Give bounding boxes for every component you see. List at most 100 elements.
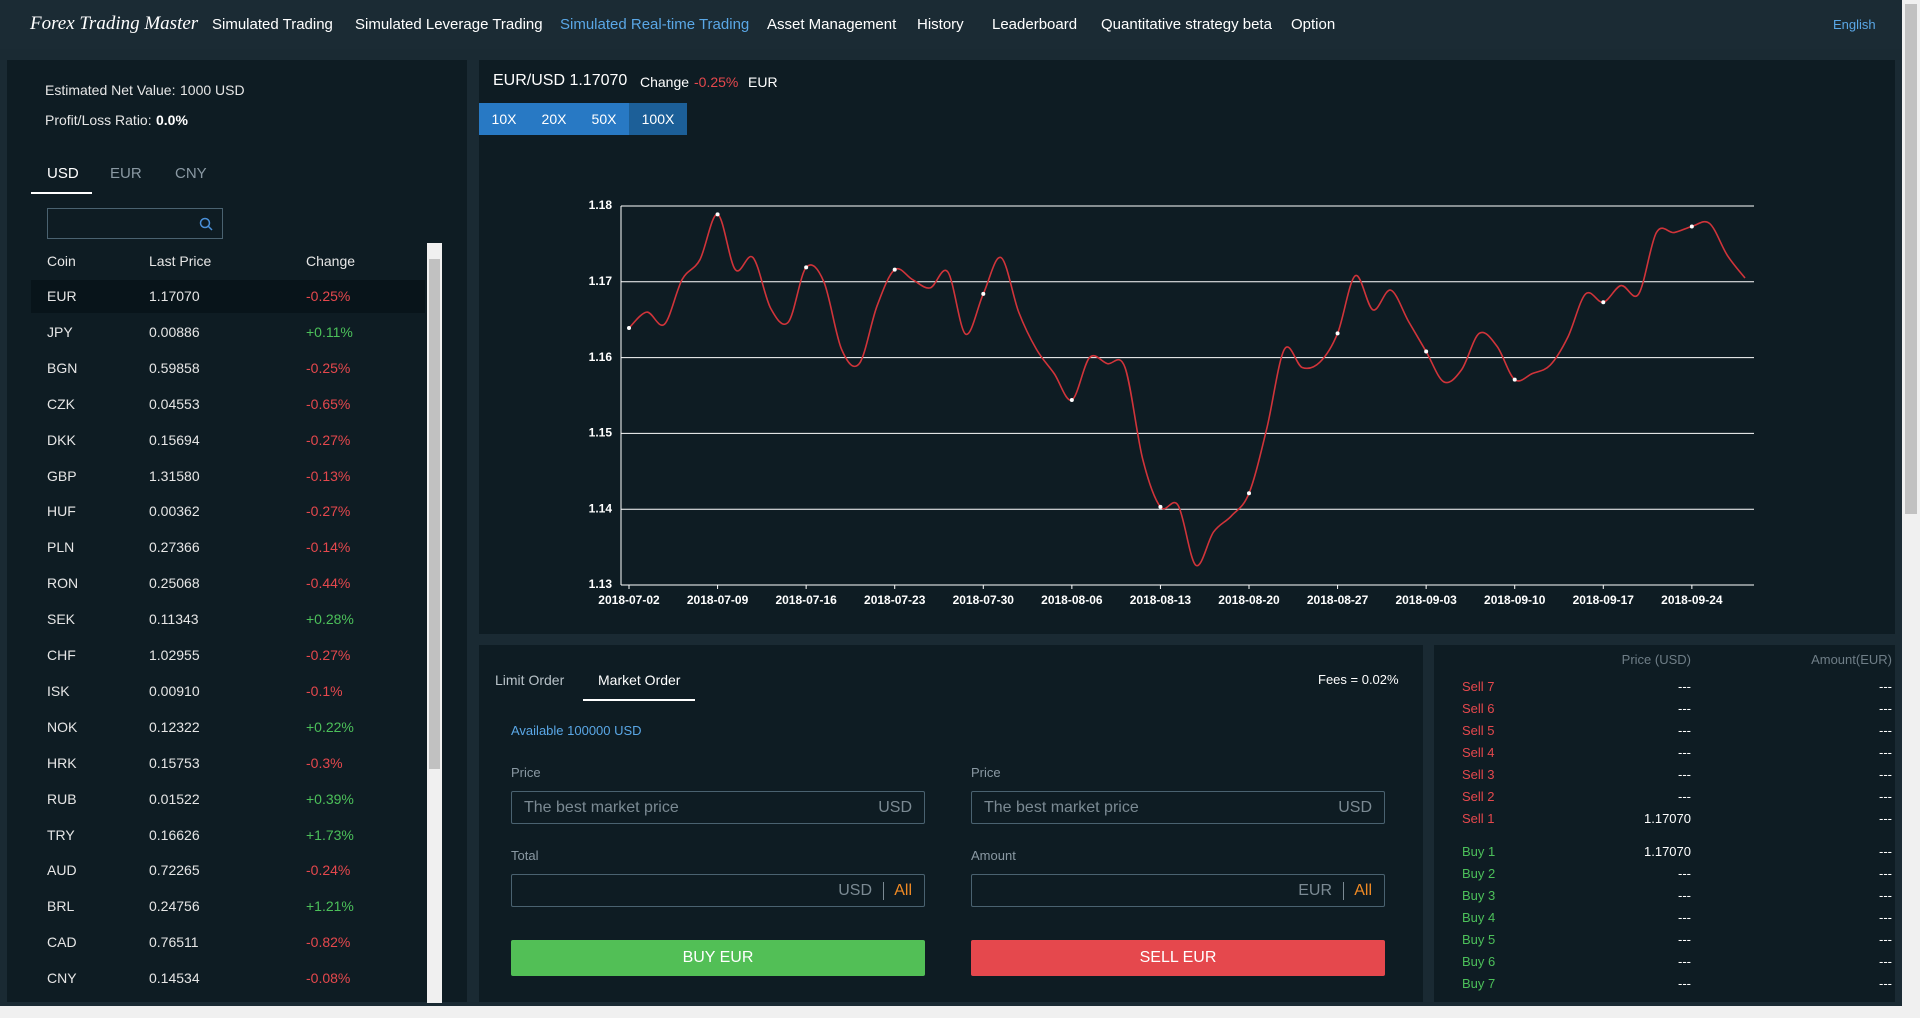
x-tick-label: 2018-08-06 — [1041, 593, 1103, 607]
book-price: --- — [1678, 745, 1691, 760]
scroll-thumb[interactable] — [1905, 4, 1917, 514]
field-label: Price — [971, 765, 1001, 780]
x-tick-label: 2018-07-30 — [953, 593, 1015, 607]
table-cell: +0.28% — [306, 611, 354, 628]
book-amount: --- — [1879, 679, 1892, 694]
unit: EUR — [1298, 882, 1332, 899]
table-cell: 0.59858 — [149, 359, 200, 376]
table-cell: HRK — [47, 754, 77, 771]
chart-title: EUR/USD 1.17070 — [493, 72, 628, 89]
nav-item[interactable]: Simulated Trading — [212, 16, 333, 33]
leverage-button[interactable]: 100X — [629, 103, 687, 135]
x-tick-label: 2018-07-23 — [864, 593, 926, 607]
book-amount: --- — [1879, 910, 1892, 925]
book-amount: --- — [1879, 866, 1892, 881]
order-tab-underline — [583, 699, 695, 701]
table-cell: AUD — [47, 862, 77, 879]
nav-item[interactable]: Simulated Real-time Trading — [560, 16, 750, 33]
point — [804, 265, 809, 270]
list-scroll-thumb[interactable] — [429, 259, 440, 769]
leverage-button[interactable]: 10X — [479, 103, 529, 135]
book-amount: --- — [1879, 745, 1892, 760]
nav-item[interactable]: Asset Management — [767, 16, 897, 33]
y-tick-label: 1.14 — [589, 501, 613, 515]
nav-item[interactable]: Option — [1291, 16, 1336, 33]
field-label: Total — [511, 848, 539, 863]
book-price: --- — [1678, 910, 1691, 925]
nav-item[interactable]: Quantitative strategy beta — [1101, 16, 1272, 33]
book-amount: --- — [1879, 932, 1892, 947]
book-price: --- — [1678, 866, 1691, 881]
currency-tab[interactable]: EUR — [110, 165, 142, 182]
trade-button[interactable]: BUY EUR — [511, 940, 925, 976]
book-amount: --- — [1879, 976, 1892, 991]
available: Available 100000 USD — [511, 723, 642, 738]
book-price: --- — [1678, 888, 1691, 903]
unit: USD — [1338, 799, 1372, 816]
book-price: --- — [1678, 932, 1691, 947]
x-tick-label: 2018-07-02 — [598, 593, 660, 607]
nav-item[interactable]: Leaderboard — [992, 16, 1078, 33]
table-cell: -0.25% — [306, 359, 351, 376]
language[interactable]: English — [1833, 17, 1876, 32]
x-tick-label: 2018-09-24 — [1661, 593, 1723, 607]
leverage-button[interactable]: 50X — [579, 103, 629, 135]
book-side: Sell 7 — [1462, 679, 1495, 694]
y-tick-label: 1.15 — [589, 426, 613, 440]
book-amount: --- — [1879, 888, 1892, 903]
input[interactable]: All USD — [511, 874, 925, 907]
nav-item[interactable]: Simulated Leverage Trading — [355, 16, 543, 33]
separator — [1343, 882, 1344, 900]
unit: USD — [878, 799, 912, 816]
chart: 1.13 1.14 1.15 1.16 1.17 1.18 2018-07-02 2018-0… — [589, 198, 1754, 607]
table-cell: +0.11% — [306, 323, 353, 340]
table-cell: -0.82% — [306, 934, 351, 951]
table-cell: SEK — [47, 611, 76, 628]
table-cell: +1.73% — [306, 826, 354, 843]
change-label: Change — [640, 74, 690, 90]
nav-item[interactable]: History — [917, 16, 964, 33]
row-highlight — [31, 280, 425, 313]
x-tick-label: 2018-07-09 — [687, 593, 749, 607]
search-box[interactable] — [47, 208, 223, 239]
point — [1512, 377, 1517, 382]
table-cell: RUB — [47, 790, 77, 807]
trade-button[interactable]: SELL EUR — [971, 940, 1385, 976]
currency-tab[interactable]: USD — [47, 165, 79, 182]
book-side: Buy 3 — [1462, 888, 1496, 903]
table-cell: 0.14534 — [149, 970, 200, 987]
table-cell: 1.17070 — [149, 288, 200, 304]
table-cell: ISK — [47, 682, 70, 699]
all-button[interactable]: All — [894, 882, 912, 899]
h-scrollbar[interactable] — [0, 1006, 1902, 1018]
book-side: Buy 1 — [1462, 844, 1496, 859]
leverage-button[interactable]: 20X — [529, 103, 579, 135]
book-side: Buy 4 — [1462, 910, 1496, 925]
input[interactable]: The best market price USD — [971, 791, 1385, 824]
order-tab[interactable]: Market Order — [598, 672, 681, 688]
table-cell: -0.27% — [306, 647, 351, 663]
table-cell: BGN — [47, 359, 78, 376]
input[interactable]: All EUR — [971, 874, 1385, 907]
x-tick-label: 2018-09-17 — [1573, 593, 1635, 607]
input[interactable]: The best market price USD — [511, 791, 925, 824]
table-cell: -0.14% — [306, 539, 351, 556]
book-price: 1.17070 — [1644, 811, 1691, 826]
currency-tab[interactable]: CNY — [175, 165, 207, 182]
unit: USD — [838, 882, 872, 899]
point — [892, 267, 897, 272]
book-amount: --- — [1879, 844, 1892, 859]
book-amount: --- — [1879, 701, 1892, 716]
book-side: Sell 1 — [1462, 811, 1495, 826]
point — [1601, 300, 1606, 305]
table-cell: NOK — [47, 718, 78, 735]
unit: EUR — [748, 74, 778, 90]
table-cell: -0.13% — [306, 467, 351, 484]
table-cell: -0.27% — [306, 503, 351, 520]
book-side: Buy 6 — [1462, 954, 1496, 969]
order-tab[interactable]: Limit Order — [495, 672, 565, 688]
scrollbar[interactable] — [1902, 0, 1920, 1018]
list-scrollbar[interactable] — [427, 243, 442, 1003]
all-button[interactable]: All — [1354, 882, 1372, 899]
